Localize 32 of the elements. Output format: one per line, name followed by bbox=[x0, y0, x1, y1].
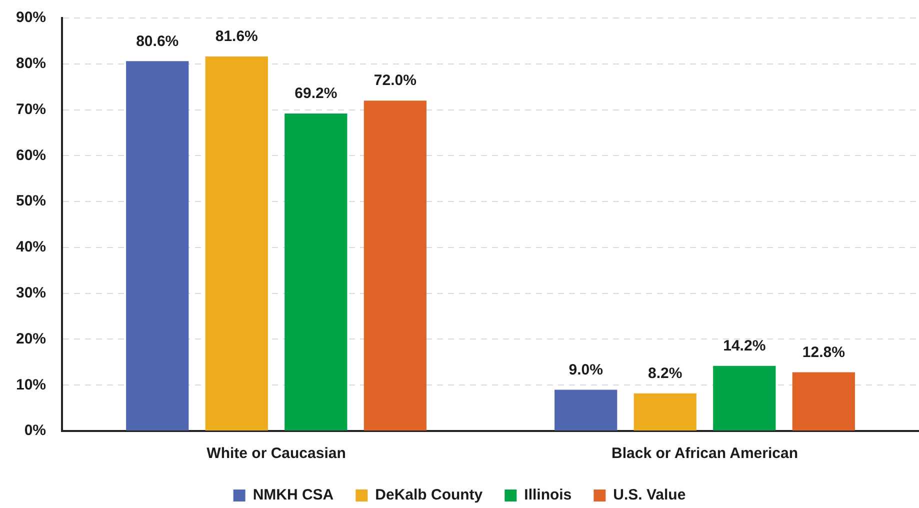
data-label: 81.6% bbox=[215, 28, 258, 46]
y-tick-label: 90% bbox=[16, 9, 46, 26]
bar bbox=[364, 100, 426, 430]
legend-label: Illinois bbox=[524, 486, 572, 504]
bar bbox=[554, 390, 618, 430]
bar bbox=[634, 393, 696, 430]
y-tick-label: 30% bbox=[16, 284, 46, 302]
x-tick-label: Black or African American bbox=[612, 445, 798, 462]
data-label: 72.0% bbox=[374, 72, 416, 90]
bar bbox=[126, 61, 189, 430]
y-tick-label: 20% bbox=[16, 330, 46, 348]
legend-label: U.S. Value bbox=[613, 486, 686, 504]
data-label: 12.8% bbox=[802, 344, 845, 361]
data-label: 69.2% bbox=[294, 85, 338, 102]
y-tick-label: 10% bbox=[16, 376, 46, 394]
legend-label: DeKalb County bbox=[375, 486, 484, 504]
y-tick-label: 60% bbox=[16, 146, 46, 164]
bar bbox=[205, 56, 268, 430]
legend-label: NMKH CSA bbox=[252, 486, 334, 504]
bar bbox=[713, 366, 776, 430]
y-tick-label: 0% bbox=[24, 422, 46, 440]
y-tick-label: 40% bbox=[16, 238, 46, 256]
data-label: 9.0% bbox=[568, 361, 603, 378]
bar bbox=[792, 372, 855, 430]
y-tick-label: 70% bbox=[16, 100, 46, 118]
data-label: 8.2% bbox=[648, 365, 682, 382]
data-label: 14.2% bbox=[723, 337, 766, 354]
y-tick-label: 80% bbox=[16, 55, 46, 72]
y-tick-label: 50% bbox=[16, 192, 46, 210]
x-tick-label: White or Caucasian bbox=[206, 445, 346, 462]
bar bbox=[284, 113, 348, 430]
data-label: 80.6% bbox=[136, 32, 179, 50]
